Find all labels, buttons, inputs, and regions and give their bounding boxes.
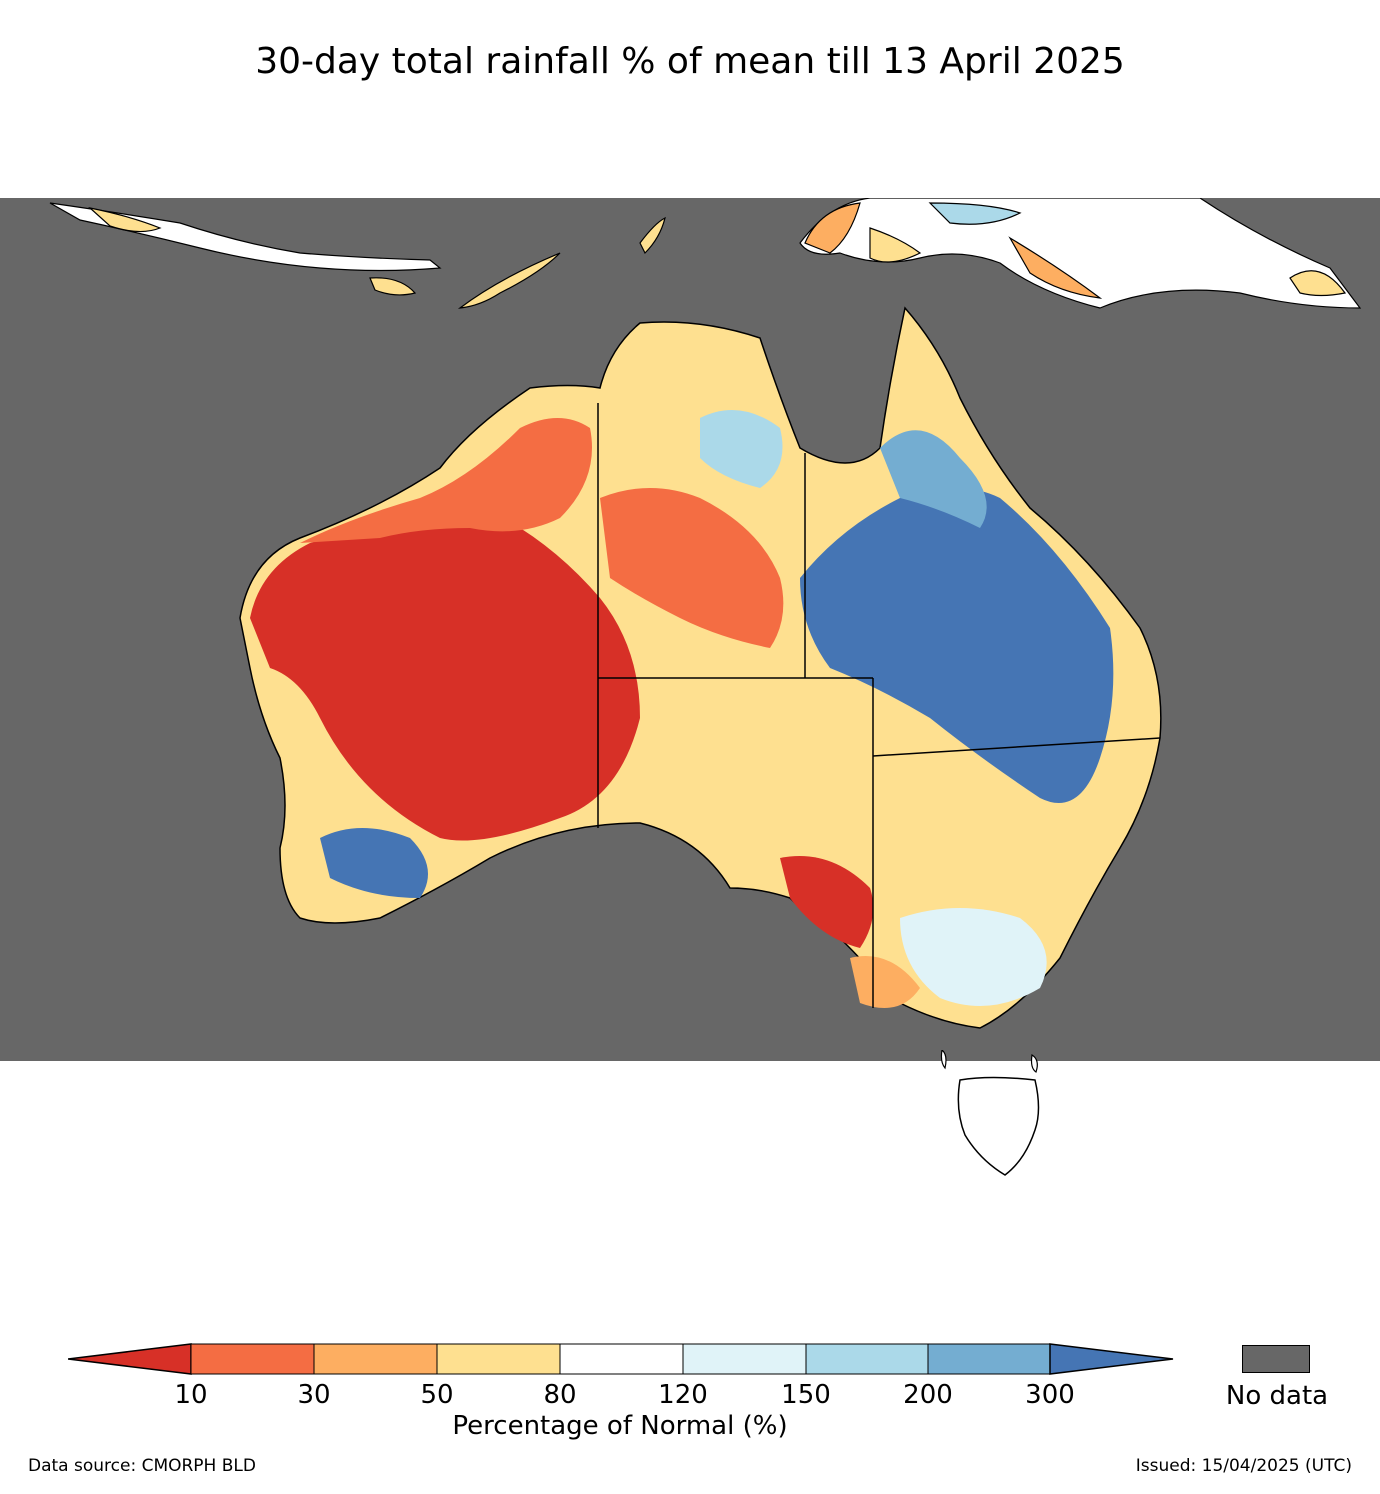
newguinea-dry-south bbox=[869, 227, 922, 263]
colorbar-bin-150-200 bbox=[805, 1343, 929, 1375]
wa-orange-belt bbox=[300, 418, 592, 543]
data-source: Data source: CMORPH BLD bbox=[28, 1456, 256, 1476]
colorbar-tick-label: 150 bbox=[781, 1380, 831, 1410]
qld-north-light bbox=[700, 410, 783, 488]
colorbar-bin-30-50 bbox=[313, 1343, 438, 1375]
newguinea-dry-west bbox=[804, 202, 861, 254]
colorbar-bin-120-150 bbox=[682, 1343, 807, 1375]
colorbar-tick-label: 10 bbox=[174, 1380, 208, 1410]
colorbar-bin-10-30 bbox=[190, 1343, 315, 1375]
island-newbritain bbox=[1289, 270, 1347, 297]
colorbar-bin-80-120 bbox=[559, 1343, 684, 1375]
island-sumbawa bbox=[369, 277, 417, 296]
colorbar-tick-label: 50 bbox=[420, 1380, 454, 1410]
vic-orange bbox=[850, 956, 920, 1008]
newguinea-east-dry bbox=[1008, 236, 1103, 299]
border-qld-nsw bbox=[872, 737, 1161, 757]
island-halmahera bbox=[639, 216, 666, 255]
colorbar-tick-label: 120 bbox=[658, 1380, 708, 1410]
island-java-dry bbox=[87, 206, 162, 233]
southwest-wet bbox=[320, 828, 428, 898]
island-timor bbox=[457, 252, 561, 309]
colorbar-tick-label: 30 bbox=[297, 1380, 331, 1410]
nodata-label: No data bbox=[1225, 1381, 1329, 1411]
rainfall-map bbox=[49, 198, 1362, 1029]
east-wet bbox=[800, 488, 1114, 803]
island-java bbox=[49, 202, 442, 272]
australia-mainland bbox=[239, 306, 1162, 1029]
sa-dry bbox=[780, 856, 874, 948]
tasmania bbox=[940, 1050, 1040, 1176]
tasmania-outline bbox=[957, 1076, 1040, 1176]
colorbar-under-extension bbox=[68, 1343, 192, 1375]
colorbar-tick-label: 80 bbox=[543, 1380, 577, 1410]
colorbar-bin-50-80 bbox=[436, 1343, 561, 1375]
east-mid-blue bbox=[880, 430, 987, 528]
newguinea-wet-center bbox=[928, 202, 1022, 225]
issued-date: Issued: 15/04/2025 (UTC) bbox=[1135, 1456, 1352, 1476]
colorbar-label: Percentage of Normal (%) bbox=[452, 1411, 788, 1441]
se-light bbox=[900, 908, 1047, 1006]
wa-dry-region bbox=[250, 498, 640, 841]
flinders-island bbox=[1030, 1054, 1038, 1073]
king-island bbox=[940, 1050, 947, 1070]
colorbar-bin-200-300 bbox=[927, 1343, 1051, 1375]
colorbar-tick-label: 200 bbox=[903, 1380, 953, 1410]
colorbar bbox=[68, 1343, 1174, 1375]
colorbar-tick-label: 300 bbox=[1025, 1380, 1075, 1410]
map-title: 30-day total rainfall % of mean till 13 … bbox=[255, 41, 1125, 82]
colorbar-over-extension bbox=[1049, 1343, 1174, 1375]
central-orange bbox=[600, 488, 784, 648]
state-borders bbox=[597, 403, 1161, 1008]
northern-islands bbox=[49, 198, 1362, 309]
nodata-swatch bbox=[1242, 1345, 1310, 1373]
